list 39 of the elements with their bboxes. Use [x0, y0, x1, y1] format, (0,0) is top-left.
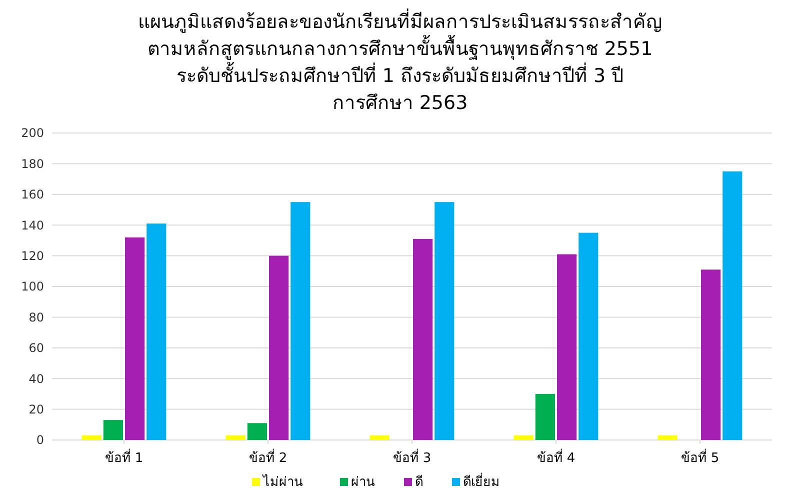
bar [514, 435, 534, 440]
bar [247, 423, 267, 440]
y-tick-label: 120 [21, 249, 44, 263]
bar [701, 270, 721, 440]
y-tick-label: 140 [21, 218, 44, 232]
bar [103, 420, 123, 440]
chart-title: แผนภูมิแสดงร้อยละของนักเรียนที่มีผลการประเมินสมรรถะสำคัญ ตามหลักสูตรแกนกลางการศึกษาขั้นพื้นฐานพุทธศักราช 2551 ระดับชั้นประถมศึกษาปีที่ 1 ถึงระดับมัธยมศึกษาปีที่ 3 ปี การศึกษา 2563 [138, 8, 662, 114]
y-tick-label: 80 [28, 310, 44, 324]
legend-label: ผ่าน [351, 475, 375, 490]
bar [535, 394, 555, 440]
y-tick-label: 100 [21, 280, 44, 294]
bar [370, 435, 390, 440]
x-tick-label: ข้อที่ 2 [248, 449, 288, 466]
y-tick-label: 20 [28, 402, 44, 416]
x-tick-label: ข้อที่ 4 [536, 449, 576, 466]
y-tick-label: 160 [21, 188, 44, 202]
bar [226, 435, 246, 440]
bar [434, 202, 454, 440]
bar [146, 224, 166, 440]
legend-label: ไม่ผ่าน [262, 474, 303, 490]
legend-label: ดีเยี่ยม [463, 473, 500, 490]
bar [125, 237, 145, 440]
bar [290, 202, 310, 440]
bar [557, 254, 577, 440]
bar [578, 232, 598, 440]
legend-label: ดี [415, 474, 423, 490]
y-tick-label: 200 [21, 126, 44, 140]
bar [269, 256, 289, 440]
x-tick-label: ข้อที่ 5 [680, 449, 720, 466]
y-tick-label: 40 [28, 372, 44, 386]
y-tick-label: 0 [36, 433, 44, 448]
bar [82, 435, 102, 440]
y-tick-label: 180 [21, 156, 44, 171]
bar [722, 171, 742, 440]
x-tick-label: ข้อที่ 3 [392, 449, 432, 466]
x-tick-label: ข้อที่ 1 [104, 449, 144, 466]
bar [413, 238, 433, 440]
y-tick-label: 60 [28, 341, 44, 356]
bar [658, 435, 678, 440]
